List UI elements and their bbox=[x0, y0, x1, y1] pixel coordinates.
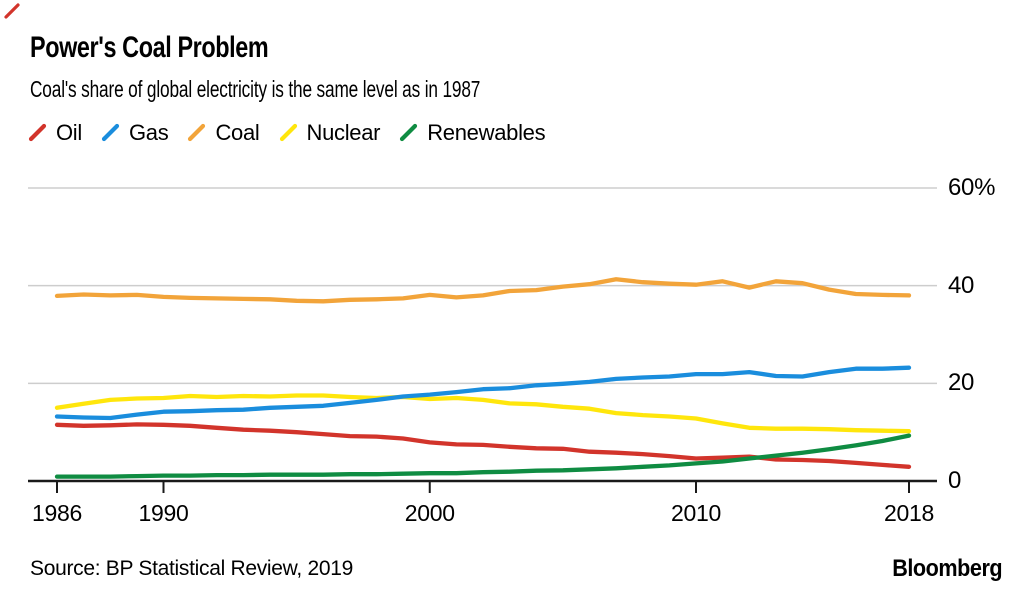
oil-swatch-icon bbox=[28, 123, 47, 142]
gas-swatch-icon bbox=[101, 123, 120, 142]
legend-item-renewables: Renewables bbox=[399, 120, 546, 146]
legend-item-nuclear: Nuclear bbox=[279, 120, 381, 146]
series-line-gas bbox=[54, 365, 912, 421]
nuclear-swatch-icon bbox=[279, 123, 297, 142]
source-note: Source: BP Statistical Review, 2019 bbox=[30, 557, 353, 580]
legend-label-oil: Oil bbox=[56, 120, 82, 145]
red-corner-mark-line bbox=[4, 3, 20, 19]
legend-item-oil: Oil bbox=[28, 120, 82, 146]
chart-legend: Oil Gas Coal Nuclear Renewables bbox=[28, 120, 546, 146]
red-corner-mark bbox=[4, 3, 20, 19]
renewables-swatch-line bbox=[400, 123, 418, 142]
gas-swatch-line bbox=[101, 123, 120, 142]
bloomberg-logo: Bloomberg bbox=[892, 555, 1002, 582]
legend-label-renewables: Renewables bbox=[427, 120, 546, 145]
coal-swatch-line bbox=[188, 123, 206, 142]
series-line-coal bbox=[54, 277, 912, 304]
oil-swatch-line bbox=[28, 123, 47, 142]
coal-swatch-icon bbox=[188, 123, 206, 142]
legend-label-coal: Coal bbox=[215, 120, 260, 145]
nuclear-swatch-line bbox=[279, 123, 297, 142]
series-line-nuclear bbox=[54, 393, 912, 434]
legend-item-coal: Coal bbox=[187, 120, 260, 146]
chart-title: Power's Coal Problem bbox=[30, 31, 269, 64]
legend-label-nuclear: Nuclear bbox=[306, 120, 381, 145]
legend-item-gas: Gas bbox=[101, 120, 169, 146]
renewables-swatch-icon bbox=[400, 123, 418, 142]
chart-subtitle: Coal's share of global electricity is th… bbox=[30, 76, 481, 102]
series-line-renewables bbox=[54, 433, 912, 479]
legend-label-gas: Gas bbox=[129, 120, 169, 145]
